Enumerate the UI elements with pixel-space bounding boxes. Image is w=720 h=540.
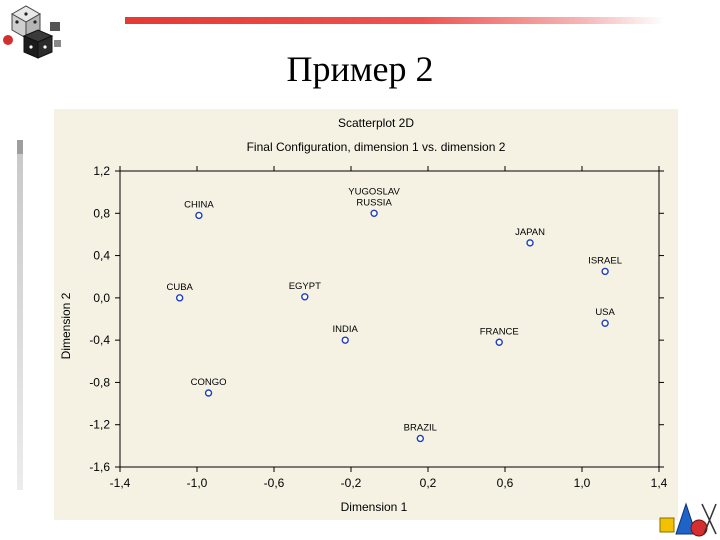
title-underline-rule [125, 17, 665, 24]
x-tick-label: -0,2 [341, 476, 362, 490]
x-axis-label: Dimension 1 [341, 500, 408, 514]
x-tick-label: 1,4 [651, 476, 668, 490]
y-tick-label: 0,4 [93, 249, 110, 263]
left-accent-bar [17, 140, 23, 490]
point-label: JAPAN [515, 227, 545, 238]
y-tick-label: 0,8 [93, 206, 110, 220]
x-tick-label: -0,6 [264, 476, 285, 490]
point-label: FRANCE [480, 326, 519, 337]
point-label: EGYPT [289, 281, 321, 292]
y-tick-label: -0,8 [89, 375, 110, 389]
point-label: INDIA [333, 324, 359, 335]
data-point [601, 267, 609, 276]
plot-area-frame [119, 170, 660, 468]
data-point [416, 434, 424, 443]
point-label: RUSSIA [356, 197, 392, 208]
dice-icon [3, 5, 61, 59]
y-tick-label: 0,0 [93, 291, 110, 305]
geometry-shapes-icon [659, 502, 717, 537]
data-point [195, 211, 203, 220]
data-point [301, 293, 309, 301]
data-point [341, 336, 349, 344]
left-accent-bar-top [17, 140, 23, 154]
x-tick-label: -1,4 [110, 476, 131, 490]
point-label: CUBA [166, 282, 193, 293]
chart-subtitle: Final Configuration, dimension 1 vs. dim… [247, 140, 506, 154]
data-point [526, 239, 534, 247]
x-tick-label: -1,0 [187, 476, 208, 490]
chart-title: Scatterplot 2D [338, 116, 414, 130]
y-tick-label: 1,2 [93, 164, 110, 178]
data-point [370, 209, 378, 217]
point-label: CHINA [184, 199, 214, 210]
point-label: CONGO [191, 377, 227, 388]
point-label: USA [595, 307, 615, 318]
point-label: YUGOSLAV [348, 186, 400, 197]
plot-panel [54, 109, 678, 520]
y-tick-label: -1,6 [89, 460, 110, 474]
scatter-chart: Scatterplot 2D Final Configuration, dime… [59, 116, 668, 514]
x-tick-label: 1,0 [574, 476, 591, 490]
y-tick-label: -0,4 [89, 333, 110, 347]
data-point [601, 319, 609, 327]
data-point [175, 294, 184, 302]
y-axis-label: Dimension 2 [59, 292, 73, 359]
data-point [495, 338, 503, 346]
data-point [204, 389, 213, 397]
slide-title: Пример 2 [286, 49, 434, 89]
y-tick-label: -1,2 [89, 418, 110, 432]
point-label: BRAZIL [404, 422, 437, 433]
point-label: ISRAEL [588, 255, 622, 266]
x-tick-label: 0,2 [420, 476, 437, 490]
x-tick-label: 0,6 [497, 476, 514, 490]
